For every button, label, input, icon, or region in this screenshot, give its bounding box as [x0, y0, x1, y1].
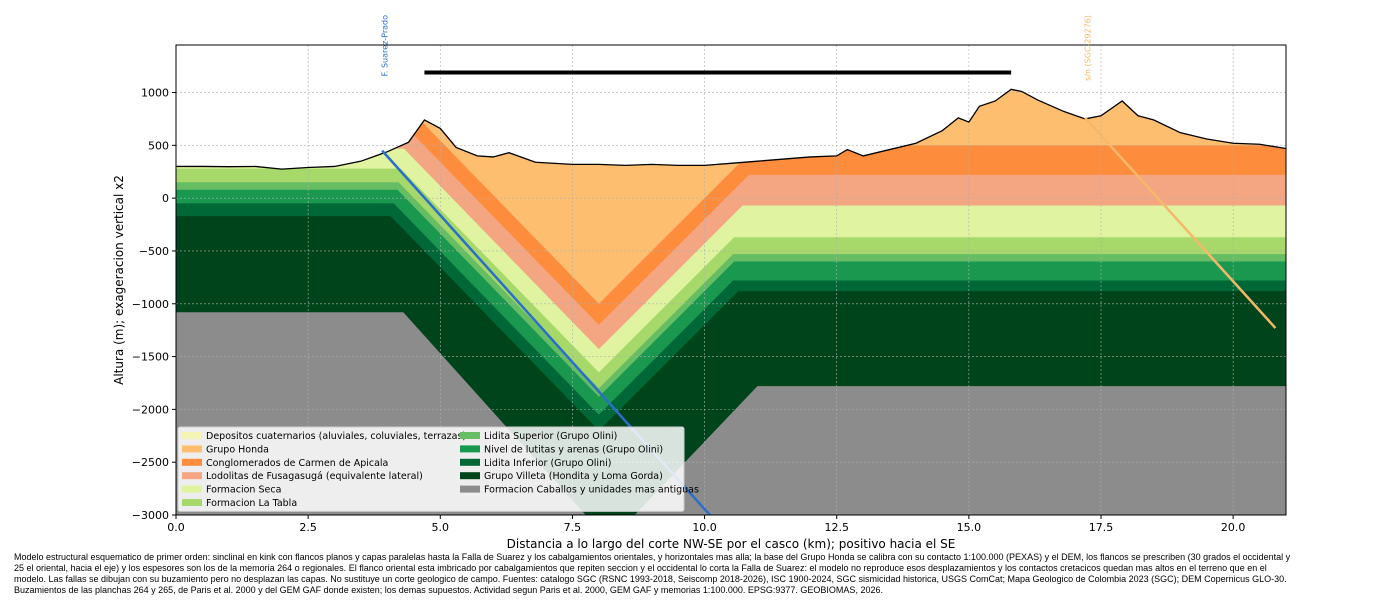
- legend-label: Formacion Seca: [206, 485, 281, 496]
- legend-label: Formacion Caballos y unidades mas antigu…: [484, 485, 699, 496]
- x-tick-label: 7.5: [564, 521, 582, 534]
- y-tick-label: −500: [139, 245, 169, 258]
- y-tick-label: −1000: [132, 298, 169, 311]
- y-tick-label: −3000: [132, 509, 169, 522]
- fault-label: s/n (SGC-29276): [1084, 15, 1093, 81]
- x-tick-label: 0.0: [167, 521, 185, 534]
- legend-swatch: [182, 432, 202, 439]
- legend-label: Depositos cuaternarios (aluviales, coluv…: [206, 431, 466, 442]
- legend-label: Grupo Villeta (Hondita y Loma Gorda): [484, 471, 663, 482]
- legend-swatch: [460, 485, 480, 493]
- y-tick-label: −2500: [132, 456, 169, 469]
- y-tick-label: 1000: [141, 87, 169, 100]
- legend-label: Conglomerados de Carmen de Apicala: [206, 458, 388, 469]
- legend-swatch: [182, 499, 202, 506]
- legend-label: Grupo Honda: [206, 444, 269, 455]
- legend-swatch: [460, 472, 480, 480]
- legend-label: Nivel de lutitas y arenas (Grupo Olini): [484, 444, 663, 455]
- x-tick-label: 12.5: [824, 521, 849, 534]
- topography-line: [176, 88, 1286, 170]
- legend-swatch: [182, 458, 202, 466]
- legend-swatch: [182, 472, 202, 480]
- y-axis-label: Altura (m); exageracion vertical x2: [112, 175, 126, 385]
- legend-label: Lidita Inferior (Grupo Olini): [484, 458, 611, 469]
- legend: Depositos cuaternarios (aluviales, coluv…: [177, 426, 699, 512]
- x-tick-label: 5.0: [432, 521, 450, 534]
- x-axis-label: Distancia a lo largo del corte NW-SE por…: [507, 537, 956, 551]
- fault-label: F. Suarez-Prado: [381, 15, 390, 77]
- fault-line: [1084, 117, 1277, 329]
- legend-label: Lodolitas de Fusagasugá (equivalente lat…: [206, 471, 423, 482]
- x-tick-label: 20.0: [1221, 521, 1246, 534]
- x-tick-label: 15.0: [957, 521, 982, 534]
- legend-swatch: [182, 445, 202, 453]
- axes: 0.0 2.5 5.0 7.5 10.0 12.5 15.0 17.5 20.0 −3000 −25…: [132, 87, 1246, 534]
- legend-swatch: [182, 485, 202, 493]
- caption: Modelo estructural esquematico de primer…: [14, 552, 1291, 595]
- legend-swatch: [460, 445, 480, 453]
- plot-frame: [175, 44, 1287, 516]
- caption-line: Buzamientos de las planchas 264 y 265, d…: [14, 585, 883, 595]
- legend-label: Lidita Superior (Grupo Olini): [484, 431, 617, 442]
- y-tick-label: 0: [162, 192, 169, 205]
- y-tick-label: −2000: [132, 403, 169, 416]
- legend-label: Formacion La Tabla: [206, 498, 297, 509]
- legend-swatch: [460, 458, 480, 466]
- caption-line: Modelo estructural esquematico de primer…: [14, 552, 1291, 562]
- y-tick-label: −1500: [132, 351, 169, 364]
- y-tick-label: 500: [148, 139, 169, 152]
- legend-box: [177, 426, 685, 512]
- x-tick-label: 10.0: [692, 521, 717, 534]
- caption-line: 25 el oriental, hacia el eje) y los espe…: [14, 563, 1267, 573]
- legend-swatch: [460, 432, 480, 439]
- caption-line: modelo. Las fallas se dibujan con su buz…: [14, 574, 1287, 584]
- x-tick-label: 17.5: [1089, 521, 1114, 534]
- x-tick-label: 2.5: [299, 521, 317, 534]
